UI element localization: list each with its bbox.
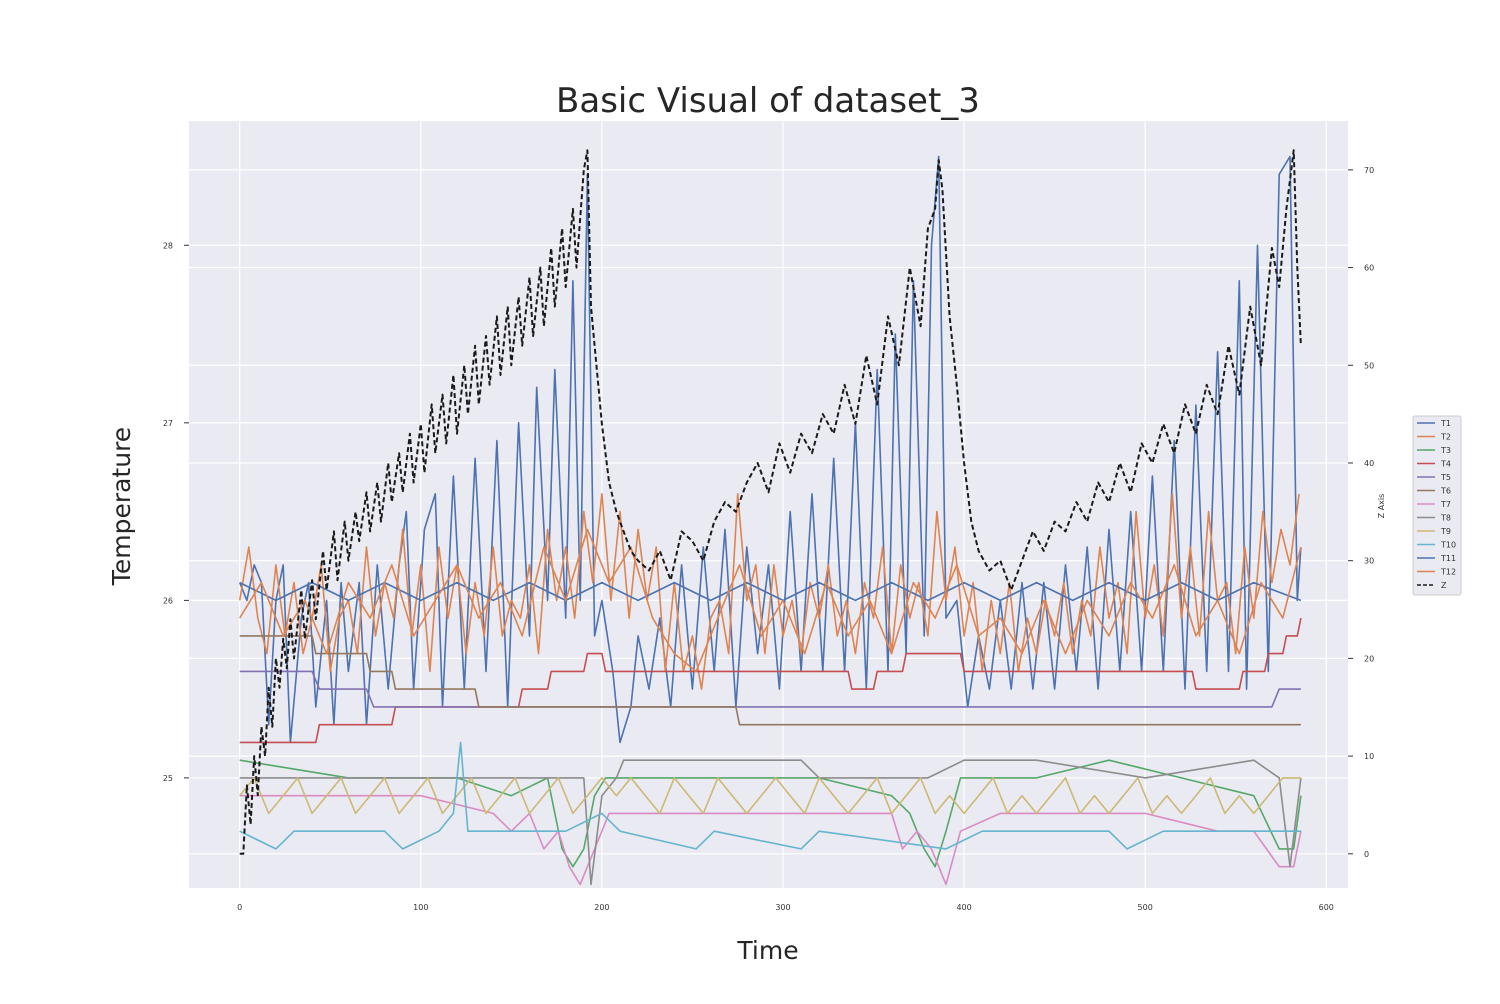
- legend-label: Z: [1441, 581, 1447, 590]
- x-tick-label: 0: [237, 903, 242, 912]
- legend-label: T10: [1440, 541, 1456, 550]
- series-line-t7: [239, 794, 1302, 886]
- series-line-t1: [238, 155, 1302, 744]
- z-tick-label: 40: [1364, 459, 1374, 468]
- series-line-t2: [238, 493, 1300, 690]
- y-tick-label: 25: [163, 774, 173, 783]
- series-line-t10: [239, 741, 1301, 850]
- z-tick-label: 50: [1364, 361, 1374, 370]
- x-tick-label: 600: [1319, 903, 1334, 912]
- series-line-z: [239, 149, 1302, 855]
- y-tick-label: 27: [163, 419, 173, 428]
- legend-label: T7: [1440, 500, 1451, 509]
- x-tick-label: 200: [594, 903, 609, 912]
- z-tick-label: 20: [1364, 654, 1374, 663]
- legend-label: T5: [1440, 473, 1451, 482]
- series-line-t12: [239, 528, 1302, 673]
- series-line-t11: [239, 581, 1302, 602]
- legend-label: T12: [1440, 568, 1456, 577]
- legend-label: T3: [1440, 446, 1451, 455]
- legend-label: T1: [1440, 419, 1451, 428]
- y-axis-label: Temperature: [107, 427, 136, 586]
- series-line-t9: [239, 777, 1301, 815]
- x-tick-label: 100: [413, 903, 428, 912]
- x-axis-label: Time: [736, 936, 798, 965]
- z-tick-label: 30: [1364, 557, 1374, 566]
- series-line-t6: [239, 635, 1301, 726]
- legend-label: T6: [1440, 487, 1451, 496]
- x-tick-label: 400: [956, 903, 971, 912]
- z-tick-label: 70: [1364, 166, 1374, 175]
- series-line-t8: [239, 759, 1302, 886]
- z-tick-label: 0: [1364, 850, 1369, 859]
- x-tick-label: 500: [1138, 903, 1153, 912]
- series-line-t5: [239, 670, 1301, 708]
- z-axis-label: Z Axis: [1377, 494, 1386, 519]
- legend-label: T4: [1440, 460, 1451, 469]
- legend-label: T8: [1440, 514, 1451, 523]
- legend-label: T2: [1440, 433, 1451, 442]
- y-tick-label: 28: [163, 241, 173, 250]
- legend: T1 T2 T3 T4 T5 T6 T7 T8 T9 T10 T11 T12 Z: [1412, 415, 1462, 596]
- legend-label: T11: [1440, 554, 1456, 563]
- z-tick-label: 10: [1364, 752, 1374, 761]
- y-tick-label: 26: [163, 596, 173, 605]
- z-tick-label: 60: [1364, 264, 1374, 273]
- axes: 0 100 200 300 400 500 600 25 26 27 28 0 10 20 30 40 50 60…: [163, 166, 1374, 912]
- x-tick-label: 300: [775, 903, 790, 912]
- legend-frame: [1412, 415, 1462, 596]
- series-layer: [238, 149, 1302, 886]
- chart-title: Basic Visual of dataset_3: [556, 81, 980, 121]
- legend-label: T9: [1440, 527, 1451, 536]
